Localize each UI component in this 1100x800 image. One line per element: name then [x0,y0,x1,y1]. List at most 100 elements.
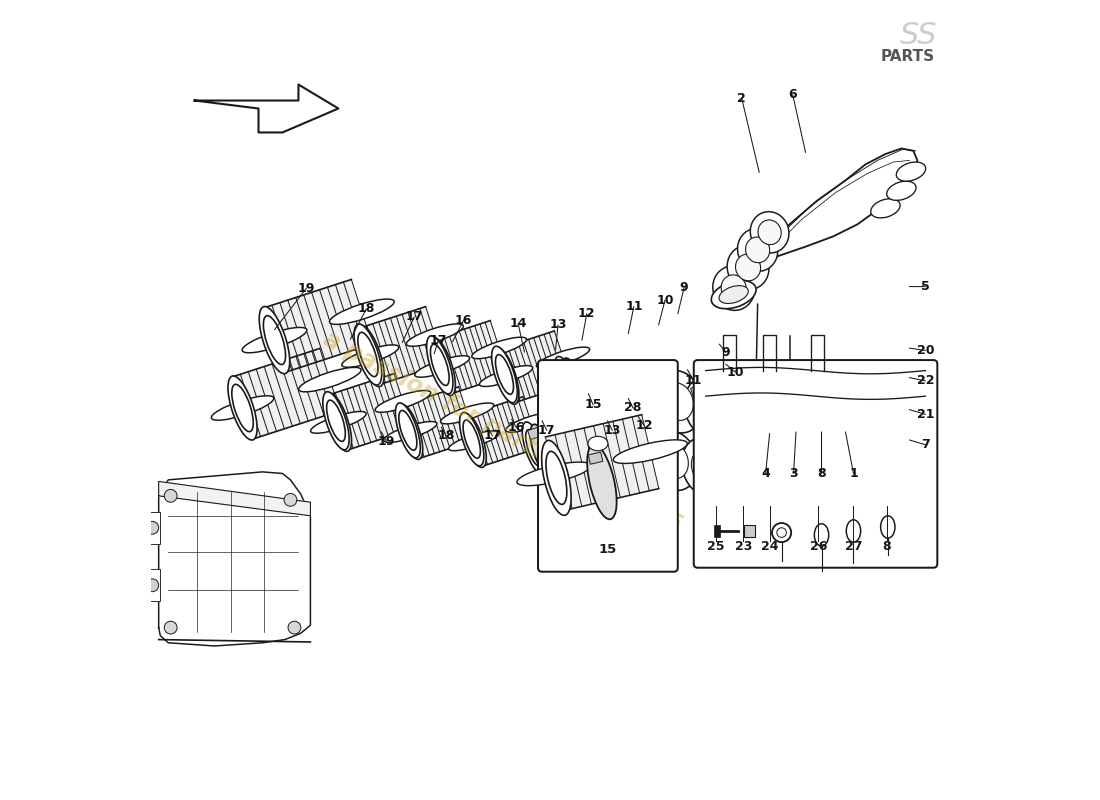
Ellipse shape [415,356,470,377]
Ellipse shape [617,425,666,484]
Text: 16: 16 [508,422,525,434]
Ellipse shape [587,445,617,519]
Ellipse shape [299,367,361,392]
Ellipse shape [522,422,546,474]
Ellipse shape [211,396,274,420]
Text: 20: 20 [916,344,934,357]
Ellipse shape [659,443,689,478]
Circle shape [904,425,915,436]
Circle shape [837,432,854,448]
Text: 12: 12 [636,419,653,432]
Text: 11: 11 [625,300,642,313]
Bar [910,392,918,410]
Ellipse shape [625,377,656,415]
Ellipse shape [441,403,494,424]
Ellipse shape [727,246,769,290]
Ellipse shape [694,389,725,426]
Ellipse shape [242,327,307,353]
Ellipse shape [462,414,486,467]
Text: 18: 18 [438,430,455,442]
Text: 22: 22 [916,374,934,387]
Polygon shape [158,482,310,516]
Text: 10: 10 [726,366,744,378]
Circle shape [869,421,879,430]
Text: 9: 9 [680,281,689,294]
Ellipse shape [821,386,851,424]
Ellipse shape [693,382,717,434]
Text: PARTS: PARTS [881,49,935,64]
Polygon shape [726,149,917,304]
Ellipse shape [449,430,499,450]
Ellipse shape [530,424,553,476]
Text: 16: 16 [455,314,472,326]
Bar [559,361,574,374]
Ellipse shape [813,376,859,434]
Polygon shape [361,306,444,385]
Polygon shape [497,331,572,402]
Text: 17: 17 [538,424,556,437]
Text: 15: 15 [584,398,602,411]
Ellipse shape [887,181,916,200]
Ellipse shape [896,162,926,181]
Circle shape [164,622,177,634]
Text: 8: 8 [817,467,826,480]
Text: 13: 13 [549,318,566,331]
Bar [528,426,542,440]
Ellipse shape [581,418,630,478]
Bar [143,570,161,602]
Ellipse shape [228,376,257,440]
Text: 8: 8 [882,540,891,553]
Text: 18: 18 [358,302,375,315]
Ellipse shape [758,220,781,245]
Circle shape [777,528,786,538]
Text: 3: 3 [790,467,798,480]
Ellipse shape [427,336,453,394]
Text: 6: 6 [789,89,797,102]
Text: 23: 23 [735,540,752,553]
Ellipse shape [871,198,900,218]
Text: 27: 27 [845,540,862,553]
Text: 26: 26 [810,540,827,553]
Ellipse shape [541,441,571,515]
Text: 17: 17 [484,430,502,442]
Text: 24: 24 [761,540,779,553]
Ellipse shape [881,516,895,538]
Polygon shape [402,387,476,458]
Ellipse shape [554,357,580,411]
Ellipse shape [750,212,789,253]
Ellipse shape [472,338,527,358]
Ellipse shape [375,390,431,412]
Ellipse shape [342,345,399,367]
Polygon shape [782,419,910,464]
FancyBboxPatch shape [538,360,678,572]
Ellipse shape [784,378,811,413]
Text: 12: 12 [578,307,595,320]
Text: 10: 10 [657,294,673,306]
Bar [744,525,756,538]
Ellipse shape [652,370,704,433]
Text: 21: 21 [916,408,934,421]
Ellipse shape [682,438,729,497]
Text: 1: 1 [849,467,858,480]
Circle shape [918,442,928,451]
Ellipse shape [627,437,656,472]
Polygon shape [773,371,893,436]
Text: 15: 15 [598,543,617,556]
Ellipse shape [713,266,755,310]
Ellipse shape [662,382,693,421]
Ellipse shape [777,370,818,421]
Polygon shape [758,406,900,454]
Polygon shape [714,526,720,537]
Ellipse shape [717,383,769,446]
Polygon shape [264,279,372,372]
Ellipse shape [561,358,586,413]
Bar [143,512,161,544]
Text: 5: 5 [921,280,929,293]
Text: 4: 4 [761,467,770,480]
Text: 9: 9 [722,346,730,358]
Ellipse shape [493,348,519,404]
Ellipse shape [814,524,828,546]
Circle shape [146,522,158,534]
Ellipse shape [846,520,860,542]
Bar [691,384,706,398]
